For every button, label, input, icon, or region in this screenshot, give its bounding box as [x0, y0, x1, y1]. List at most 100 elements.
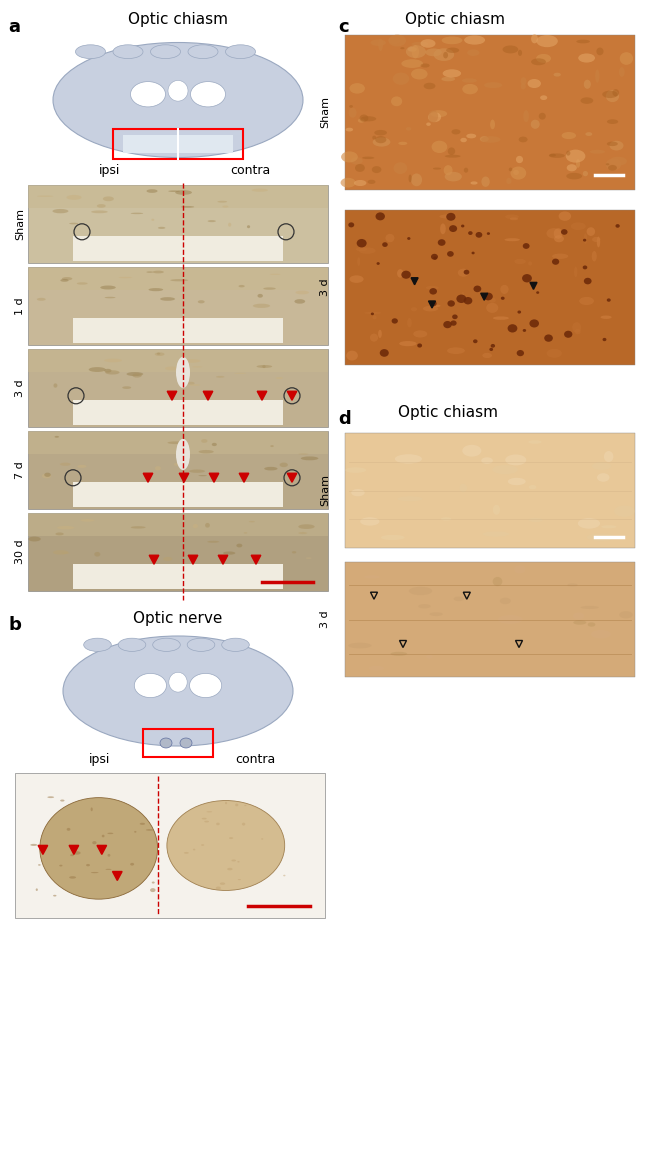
Ellipse shape	[66, 196, 81, 200]
Ellipse shape	[216, 376, 224, 378]
Ellipse shape	[597, 236, 600, 248]
Ellipse shape	[263, 287, 276, 289]
Ellipse shape	[505, 214, 519, 219]
Ellipse shape	[531, 119, 540, 128]
Polygon shape	[112, 871, 122, 880]
Ellipse shape	[73, 852, 81, 855]
Ellipse shape	[149, 288, 163, 292]
Ellipse shape	[153, 271, 164, 273]
Ellipse shape	[220, 883, 225, 885]
Ellipse shape	[500, 598, 511, 604]
Ellipse shape	[502, 45, 518, 53]
Ellipse shape	[584, 234, 587, 244]
Ellipse shape	[517, 310, 521, 314]
Ellipse shape	[561, 229, 567, 235]
Polygon shape	[428, 301, 436, 308]
Text: Optic nerve: Optic nerve	[133, 611, 223, 626]
Ellipse shape	[362, 156, 374, 160]
Ellipse shape	[395, 455, 422, 464]
Ellipse shape	[153, 639, 180, 651]
Ellipse shape	[31, 843, 37, 846]
Ellipse shape	[212, 443, 217, 447]
Text: contra: contra	[230, 164, 270, 177]
Ellipse shape	[446, 47, 459, 53]
Ellipse shape	[151, 882, 155, 884]
Ellipse shape	[616, 224, 619, 228]
Ellipse shape	[430, 110, 447, 117]
Ellipse shape	[62, 277, 72, 280]
Polygon shape	[203, 391, 213, 400]
Ellipse shape	[298, 524, 315, 529]
Ellipse shape	[283, 875, 285, 876]
Ellipse shape	[118, 277, 132, 279]
Ellipse shape	[298, 532, 307, 535]
Ellipse shape	[351, 489, 365, 496]
Ellipse shape	[401, 271, 411, 279]
Ellipse shape	[608, 165, 617, 171]
Ellipse shape	[60, 279, 69, 282]
Polygon shape	[239, 473, 249, 482]
Ellipse shape	[411, 45, 419, 58]
Ellipse shape	[376, 213, 385, 220]
Ellipse shape	[506, 178, 512, 184]
Ellipse shape	[572, 322, 581, 333]
Ellipse shape	[105, 370, 120, 375]
Ellipse shape	[385, 234, 395, 242]
Ellipse shape	[105, 297, 116, 299]
Ellipse shape	[160, 297, 175, 301]
Ellipse shape	[168, 191, 180, 192]
Polygon shape	[143, 473, 153, 482]
Ellipse shape	[346, 127, 353, 132]
Ellipse shape	[378, 38, 383, 51]
Ellipse shape	[588, 622, 595, 627]
Ellipse shape	[441, 76, 455, 81]
Ellipse shape	[426, 655, 433, 658]
Ellipse shape	[380, 349, 389, 356]
Ellipse shape	[103, 197, 114, 201]
Ellipse shape	[393, 73, 410, 84]
Ellipse shape	[467, 50, 480, 56]
Ellipse shape	[298, 454, 308, 455]
Ellipse shape	[575, 329, 580, 334]
Ellipse shape	[133, 374, 142, 377]
Ellipse shape	[577, 39, 590, 43]
Ellipse shape	[437, 239, 445, 245]
Ellipse shape	[235, 373, 246, 374]
Ellipse shape	[407, 318, 411, 327]
Ellipse shape	[549, 154, 556, 156]
Ellipse shape	[529, 485, 536, 489]
Polygon shape	[481, 293, 488, 301]
Ellipse shape	[528, 518, 543, 522]
Ellipse shape	[296, 290, 309, 294]
Ellipse shape	[69, 876, 76, 878]
Polygon shape	[188, 555, 198, 565]
Ellipse shape	[447, 301, 455, 307]
Text: 1 d: 1 d	[15, 297, 25, 315]
Ellipse shape	[391, 96, 402, 106]
Ellipse shape	[409, 175, 411, 183]
Ellipse shape	[369, 666, 384, 671]
Ellipse shape	[421, 39, 436, 47]
Ellipse shape	[359, 248, 376, 253]
Bar	[113, 128, 243, 159]
Ellipse shape	[163, 557, 172, 561]
Ellipse shape	[168, 441, 184, 444]
Ellipse shape	[276, 377, 283, 379]
Text: Sham: Sham	[320, 474, 330, 507]
Ellipse shape	[81, 519, 94, 522]
Ellipse shape	[244, 805, 246, 806]
Text: Sham: Sham	[320, 96, 330, 128]
Ellipse shape	[562, 132, 576, 139]
Text: c: c	[338, 19, 348, 36]
Ellipse shape	[372, 138, 391, 147]
Ellipse shape	[583, 238, 586, 242]
Ellipse shape	[53, 894, 57, 897]
Ellipse shape	[463, 270, 469, 274]
Ellipse shape	[193, 848, 195, 850]
Ellipse shape	[57, 526, 75, 530]
Ellipse shape	[426, 123, 431, 126]
Ellipse shape	[482, 177, 489, 187]
Bar	[28, 267, 328, 290]
Ellipse shape	[514, 566, 525, 574]
Ellipse shape	[519, 137, 528, 142]
